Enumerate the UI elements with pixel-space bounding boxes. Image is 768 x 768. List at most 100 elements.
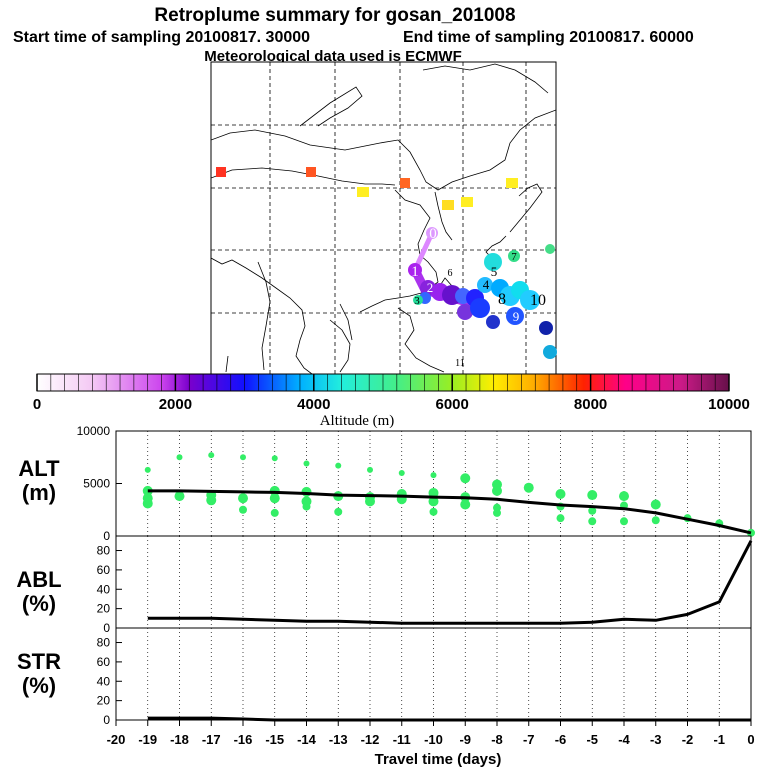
- x-axis-tick-label: -5: [586, 732, 598, 747]
- map-label-day10: 10: [530, 292, 546, 309]
- alt-panel-point: [142, 485, 153, 496]
- map-label-day7: 7: [511, 251, 517, 263]
- map-label-day3: 3: [414, 295, 420, 307]
- x-axis-tick-label: -1: [713, 732, 725, 747]
- x-axis-tick-label: -9: [459, 732, 471, 747]
- x-axis-label: Travel time (days): [375, 751, 502, 768]
- colorbar-tick-labels: 0 2000 4000 6000 8000 10000: [33, 374, 750, 413]
- alt-panel-point: [429, 507, 438, 516]
- alt-panel-point: [270, 508, 279, 517]
- x-axis-tick-label: -10: [424, 732, 443, 747]
- abl-panel-frame: [115, 535, 752, 629]
- x-axis-tick-label: -6: [555, 732, 567, 747]
- x-axis-tick-label: -4: [618, 732, 630, 747]
- sampling-end-label: End time of sampling 20100817. 60000: [403, 29, 694, 46]
- str-panel-ytick-label: 0: [103, 713, 110, 727]
- alt-panel-point: [239, 505, 247, 514]
- map-label-day6: 6: [448, 268, 453, 279]
- plume-circles: [408, 227, 557, 359]
- alt-panel-point: [493, 508, 501, 517]
- alt-panel-point: [238, 493, 248, 504]
- x-axis-tick-label: 0: [747, 732, 754, 747]
- map-day-markers: [216, 167, 518, 210]
- alt-panel-point: [303, 460, 310, 467]
- alt-panel-point: [587, 490, 598, 501]
- abl-panel-ytick-label: 40: [97, 582, 111, 596]
- alt-panel-point: [460, 473, 471, 484]
- str-panel-labels: STR (%): [17, 649, 61, 698]
- x-axis-tick-label: -13: [329, 732, 348, 747]
- alt-panel-point: [302, 502, 311, 511]
- str-panel-ytick-label: 60: [97, 655, 111, 669]
- alt-panel-labels: ALT (m): [18, 456, 60, 505]
- alt-panel-point: [620, 517, 628, 526]
- map-gridlines: [211, 62, 556, 374]
- map-label-day8: 8: [498, 291, 506, 308]
- alt-panel-point: [142, 498, 153, 509]
- alt-panel-point: [430, 472, 437, 479]
- str-panel-line: [147, 716, 751, 722]
- x-axis-tick-label: -2: [682, 732, 694, 747]
- abl-panel-line: [147, 540, 753, 625]
- alt-panel-ytick-label: 5000: [83, 477, 110, 491]
- colorbar-xlabel: Altitude (m): [320, 413, 395, 429]
- alt-panel-point: [588, 517, 597, 526]
- x-axis-tick-label: -16: [234, 732, 253, 747]
- alt-panel-point: [588, 506, 597, 515]
- abl-panel-ytick-label: 60: [97, 563, 111, 577]
- map-label-day1: 1: [411, 264, 419, 280]
- map-label-day9: 9: [513, 309, 520, 324]
- alt-panel-point: [428, 487, 439, 498]
- map-coastlines: [211, 63, 556, 374]
- alt-panel-point: [428, 496, 439, 507]
- alt-panel-point: [651, 516, 660, 525]
- x-axis: -20 -19 -18 -17 -16 -15 -14 -13 -12 -11 -10 -9 -8 -7-…: [107, 720, 755, 747]
- abl-panel-plot: 0 20 40 60 80: [97, 535, 753, 635]
- alt-panel-ytick-label: 10000: [77, 424, 111, 438]
- alt-panel-point: [619, 491, 629, 502]
- alt-panel-point: [556, 514, 565, 523]
- alt-panel-point: [492, 485, 502, 496]
- met-data-label: Meteorological data used is ECMWF: [204, 48, 462, 65]
- x-axis-tick-label: -19: [138, 732, 157, 747]
- colorbar-tick-label: 6000: [436, 396, 469, 413]
- alt-panel-point: [398, 470, 405, 476]
- colorbar-tick-label: 10000: [708, 396, 750, 413]
- x-axis-tick-label: -3: [650, 732, 662, 747]
- alt-panel-point: [555, 489, 566, 499]
- figure-title: Retroplume summary for gosan_201008: [154, 5, 515, 26]
- abl-panel-yunit: (%): [22, 591, 56, 616]
- str-panel-ytick-label: 80: [97, 636, 111, 650]
- time-series-panels: ALT (m) ABL (%) STR (%) 0 5000 10000 0 20 40 6…: [16, 424, 755, 727]
- alt-panel-point: [334, 507, 343, 516]
- colorbar-tick-label: 8000: [574, 396, 607, 413]
- x-axis-tick-label: -11: [393, 732, 411, 747]
- alt-panel-ylabel: ALT: [18, 456, 60, 481]
- alt-panel-point: [271, 455, 278, 462]
- x-axis-tick-label: -18: [170, 732, 189, 747]
- alt-panel-ytick-label: 0: [103, 529, 110, 543]
- str-panel-ylabel: STR: [17, 649, 61, 674]
- alt-panel-point: [144, 466, 151, 473]
- altitude-colorbar: 0 2000 4000 6000 8000 10000 Altitude (m): [33, 373, 750, 429]
- colorbar-tick-label: 0: [33, 396, 41, 413]
- x-axis-tick-label: -17: [202, 732, 221, 747]
- x-axis-tick-label: -15: [265, 732, 284, 747]
- alt-panel-point: [208, 452, 215, 459]
- alt-panel-points: [142, 452, 755, 537]
- map-frame: [210, 61, 557, 375]
- colorbar-tick-label: 2000: [159, 396, 192, 413]
- x-axis-tick-label: -20: [107, 732, 126, 747]
- x-axis-tick-label: -12: [361, 732, 380, 747]
- x-axis-tick-label: -8: [491, 732, 503, 747]
- alt-panel-point: [367, 466, 373, 473]
- alt-panel-point: [174, 491, 185, 502]
- map-label-day0: 0: [429, 226, 437, 242]
- str-panel-plot: 0 20 40 60 80: [97, 627, 752, 727]
- alt-panel-point: [365, 496, 375, 507]
- alt-panel-point: [650, 499, 661, 510]
- alt-panel-point: [460, 499, 471, 510]
- colorbar-tick-label: 4000: [297, 396, 330, 413]
- abl-panel-ytick-label: 20: [97, 602, 111, 616]
